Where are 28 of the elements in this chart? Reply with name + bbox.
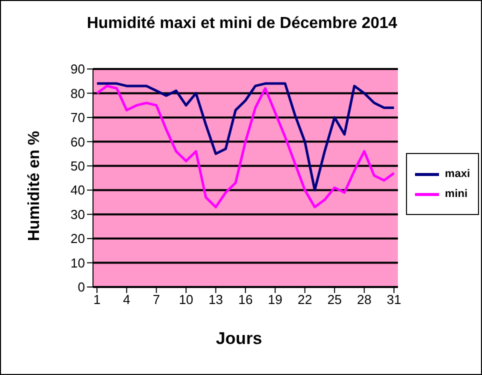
- x-tick-label: 1: [93, 292, 101, 308]
- y-tick-label: 60: [70, 134, 85, 150]
- y-tick-label: 10: [70, 255, 85, 270]
- x-tick-label: 13: [208, 292, 223, 308]
- y-tick-label: 30: [70, 206, 85, 222]
- x-tick-label: 31: [386, 292, 402, 308]
- y-tick-label: 90: [70, 62, 85, 77]
- legend-label: maxi: [444, 168, 470, 180]
- y-tick-label: 70: [70, 110, 85, 126]
- line-series: [96, 82, 396, 192]
- x-tick-label: 22: [298, 292, 312, 308]
- chart-title: Humidité maxi et mini de Décembre 2014: [86, 15, 398, 33]
- y-tick-label: 50: [70, 158, 85, 174]
- x-tick-label: 7: [152, 292, 160, 308]
- x-tick-label: 16: [238, 292, 253, 308]
- x-axis-title: Jours: [214, 329, 264, 349]
- x-tick-label: 4: [123, 292, 130, 308]
- y-axis-title: Humidité en %: [26, 130, 44, 242]
- legend-label: mini: [444, 188, 469, 200]
- x-tick-label: 28: [357, 292, 372, 308]
- x-tick-label: 19: [268, 292, 282, 308]
- y-tick-label: 80: [70, 86, 85, 101]
- y-tick-label: 40: [70, 182, 85, 198]
- y-tick-label: 20: [70, 231, 85, 246]
- x-tick-label: 10: [178, 292, 194, 308]
- x-tick-label: 25: [327, 292, 342, 308]
- line-series: [96, 84, 396, 208]
- y-tick-label: 0: [78, 280, 85, 295]
